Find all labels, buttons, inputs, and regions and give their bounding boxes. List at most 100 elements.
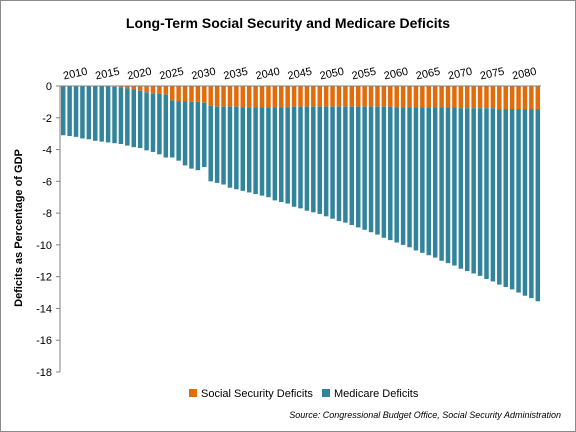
bar-medicare-2066 bbox=[432, 107, 438, 258]
bar-social-security-2057 bbox=[375, 86, 380, 107]
bar-social-security-2074 bbox=[484, 86, 489, 109]
bar-medicare-2030 bbox=[202, 102, 207, 168]
bar-medicare-2060 bbox=[394, 107, 399, 243]
bar-medicare-2010 bbox=[73, 86, 79, 137]
legend-label-social-security: Social Security Deficits bbox=[201, 388, 313, 400]
bar-social-security-2082 bbox=[535, 86, 541, 110]
bar-social-security-2058 bbox=[381, 86, 387, 107]
bar-social-security-2035 bbox=[234, 86, 239, 107]
bars-group bbox=[60, 86, 541, 302]
bar-medicare-2065 bbox=[426, 107, 432, 256]
bar-social-security-2066 bbox=[432, 86, 438, 108]
bar-medicare-2063 bbox=[413, 107, 419, 251]
bar-social-security-2080 bbox=[522, 86, 528, 110]
bar-social-security-2048 bbox=[317, 86, 322, 107]
bar-social-security-2081 bbox=[529, 86, 534, 110]
bar-medicare-2042 bbox=[279, 107, 284, 202]
bar-social-security-2022 bbox=[150, 86, 156, 94]
bar-medicare-2081 bbox=[529, 109, 534, 299]
bar-medicare-2082 bbox=[535, 109, 541, 302]
y-tick-label: -14 bbox=[36, 303, 52, 315]
bar-social-security-2065 bbox=[426, 86, 432, 108]
bar-medicare-2033 bbox=[221, 106, 226, 185]
bar-medicare-2039 bbox=[259, 107, 265, 196]
x-tick-label: 2035 bbox=[223, 66, 249, 83]
bar-medicare-2014 bbox=[99, 86, 104, 142]
bar-social-security-2052 bbox=[343, 86, 348, 107]
bar-social-security-2079 bbox=[516, 86, 521, 110]
x-tick-label: 2030 bbox=[190, 66, 216, 83]
bar-social-security-2062 bbox=[407, 86, 412, 108]
bar-social-security-2024 bbox=[163, 86, 169, 95]
bar-medicare-2059 bbox=[388, 106, 393, 241]
y-tick-label: -10 bbox=[36, 240, 52, 252]
bar-medicare-2038 bbox=[253, 107, 258, 195]
legend: Social Security Deficits Medicare Defici… bbox=[189, 388, 419, 400]
bar-social-security-2078 bbox=[509, 86, 515, 110]
bar-social-security-2034 bbox=[227, 86, 233, 107]
source-note: Source: Congressional Budget Office, Soc… bbox=[289, 410, 561, 420]
bar-social-security-2045 bbox=[298, 86, 303, 107]
bar-social-security-2063 bbox=[413, 86, 419, 108]
bar-medicare-2044 bbox=[291, 106, 297, 207]
bar-medicare-2071 bbox=[465, 108, 470, 272]
bar-medicare-2046 bbox=[304, 106, 310, 211]
bar-medicare-2074 bbox=[484, 108, 489, 280]
plot-area: 0 -2 -4 -6 -8 -10 -12 -14 -16 -18 2010 2015 2020 202… bbox=[36, 66, 541, 379]
bar-social-security-2039 bbox=[259, 86, 265, 108]
y-tick-label: -8 bbox=[42, 208, 52, 220]
bar-medicare-2064 bbox=[420, 107, 425, 253]
x-tick-label: 2065 bbox=[415, 66, 441, 83]
bar-social-security-2075 bbox=[490, 86, 496, 109]
bar-medicare-2079 bbox=[516, 109, 521, 293]
bar-medicare-2027 bbox=[182, 101, 188, 166]
bar-medicare-2057 bbox=[375, 106, 380, 235]
x-tick-label: 2020 bbox=[126, 66, 152, 83]
bar-social-security-2060 bbox=[394, 86, 399, 108]
y-tick-label: -16 bbox=[36, 335, 52, 347]
bar-medicare-2011 bbox=[80, 86, 85, 139]
chart-title: Long-Term Social Security and Medicare D… bbox=[126, 15, 450, 31]
x-tick-label: 2055 bbox=[351, 66, 377, 83]
x-tick-label: 2050 bbox=[319, 66, 345, 83]
y-axis-ticks: 0 -2 -4 -6 -8 -10 -12 -14 -16 -18 bbox=[36, 81, 60, 379]
y-axis-label: Deficits as Percentage of GDP bbox=[13, 149, 25, 307]
bar-medicare-2022 bbox=[150, 93, 156, 152]
bar-social-security-2036 bbox=[240, 86, 246, 108]
bar-social-security-2059 bbox=[388, 86, 393, 107]
bar-medicare-2053 bbox=[349, 106, 355, 226]
x-tick-label: 2010 bbox=[62, 66, 88, 83]
bar-social-security-2050 bbox=[330, 86, 335, 107]
bar-medicare-2055 bbox=[362, 106, 367, 230]
bar-social-security-2018 bbox=[125, 86, 130, 89]
bar-medicare-2041 bbox=[272, 107, 278, 201]
bar-social-security-2030 bbox=[202, 86, 207, 103]
y-tick-label: -2 bbox=[42, 113, 52, 125]
bar-medicare-2032 bbox=[214, 106, 220, 183]
bar-medicare-2020 bbox=[137, 90, 143, 148]
bar-social-security-2077 bbox=[503, 86, 508, 110]
bar-social-security-2044 bbox=[291, 86, 297, 107]
x-tick-label: 2045 bbox=[287, 66, 313, 83]
bar-social-security-2019 bbox=[131, 86, 136, 90]
bar-social-security-2029 bbox=[195, 86, 201, 102]
bar-medicare-2036 bbox=[240, 107, 246, 191]
legend-swatch-medicare bbox=[322, 389, 330, 397]
bar-medicare-2045 bbox=[298, 106, 303, 209]
bar-social-security-2053 bbox=[349, 86, 355, 107]
bar-social-security-2037 bbox=[246, 86, 252, 108]
bar-medicare-2068 bbox=[445, 107, 451, 264]
x-tick-label: 2040 bbox=[255, 66, 281, 83]
bar-medicare-2062 bbox=[407, 107, 412, 248]
bar-medicare-2017 bbox=[118, 87, 124, 144]
x-tick-label: 2075 bbox=[479, 66, 505, 83]
bar-medicare-2080 bbox=[522, 109, 528, 296]
legend-swatch-social-security bbox=[189, 389, 197, 397]
bar-medicare-2035 bbox=[234, 106, 239, 190]
bar-medicare-2069 bbox=[452, 107, 457, 266]
x-tick-label: 2070 bbox=[447, 66, 473, 83]
bar-medicare-2049 bbox=[323, 106, 329, 217]
x-tick-label: 2025 bbox=[158, 66, 184, 83]
bar-medicare-2009 bbox=[67, 86, 72, 137]
x-axis-ticks: 2010 2015 2020 2025 2030 2035 2040 2045 2050 2055… bbox=[62, 66, 537, 83]
